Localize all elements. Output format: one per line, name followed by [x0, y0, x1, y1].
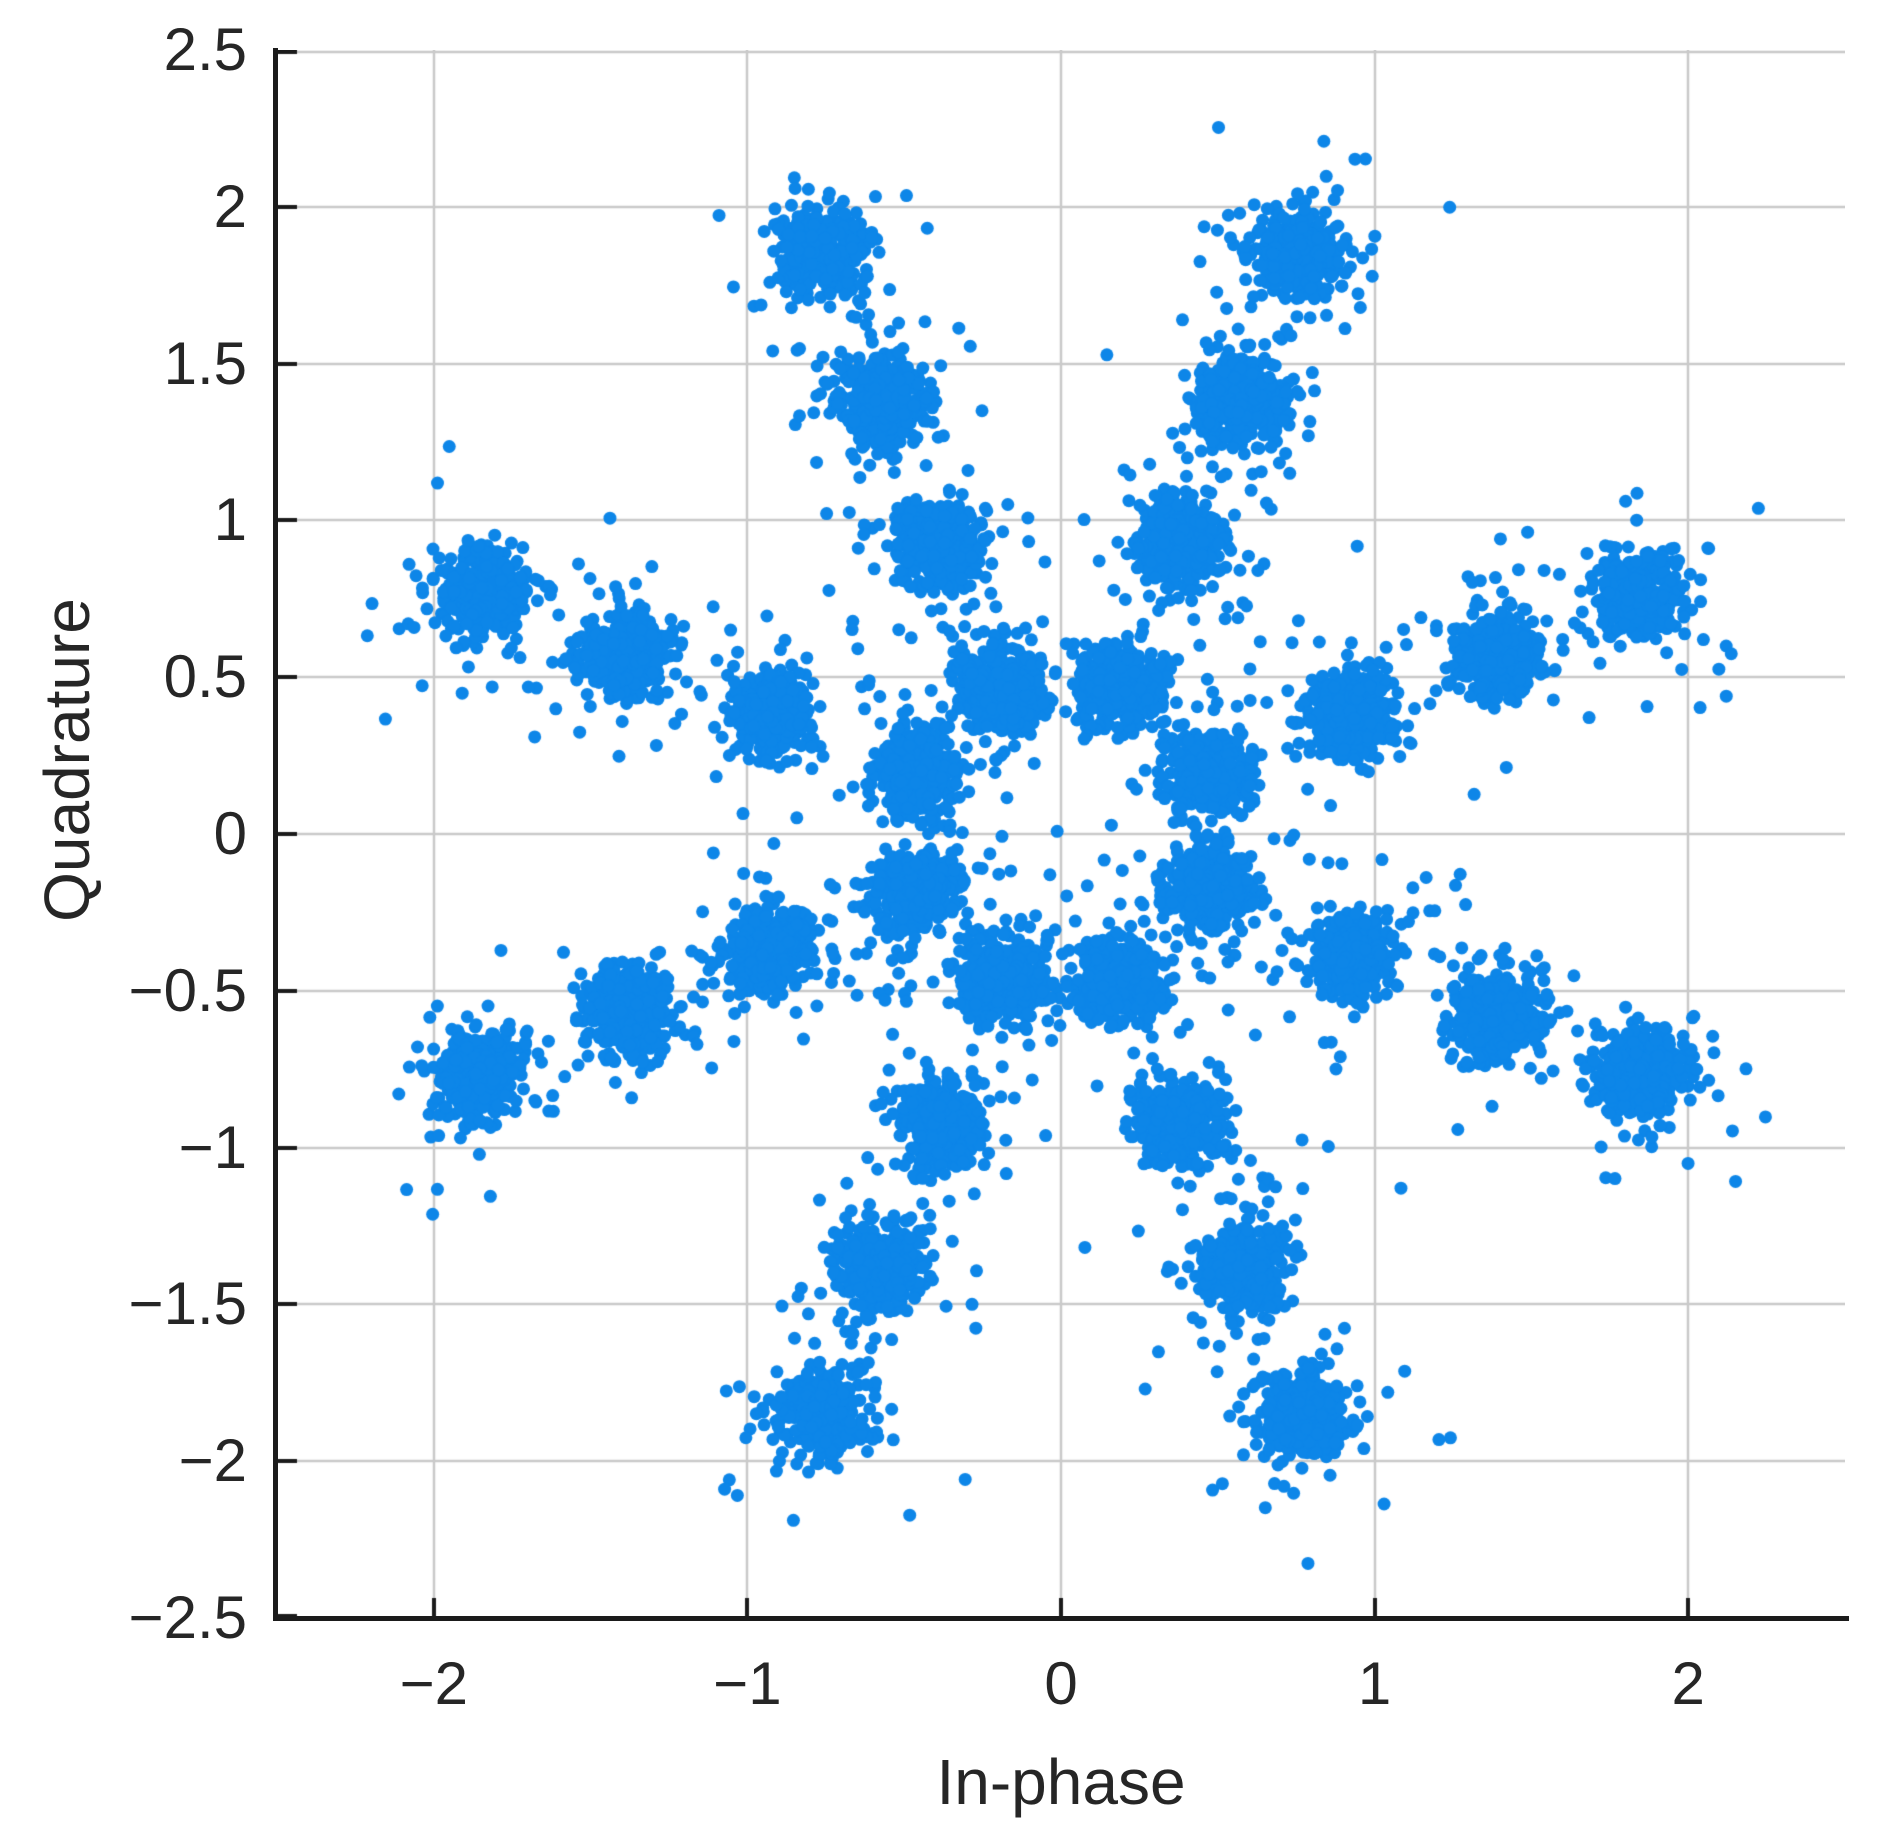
y-tick-label: 1: [213, 486, 247, 554]
y-tick-label: −1: [178, 1113, 247, 1181]
x-tick-label: −1: [713, 1650, 782, 1717]
y-tick-label: 1.5: [163, 329, 247, 397]
y-tick-label: −1.5: [128, 1270, 247, 1338]
x-tick-label: −2: [399, 1650, 469, 1717]
y-tick-label: 0: [213, 800, 247, 867]
y-tick-label: 2.5: [163, 16, 247, 83]
x-axis-line: [273, 1616, 1849, 1621]
x-axis-title: In-phase: [936, 1746, 1186, 1818]
x-tick-label: 0: [1044, 1650, 1078, 1717]
y-tick-label: −2.5: [128, 1584, 247, 1651]
y-axis-line: [273, 48, 278, 1621]
x-tick-label: 2: [1671, 1650, 1705, 1717]
y-axis-title: Quadrature: [31, 598, 103, 922]
y-tick-label: 2: [213, 172, 247, 240]
x-tick-label: 1: [1357, 1650, 1392, 1717]
y-tick-label: −0.5: [128, 956, 247, 1024]
y-tick-label: −2: [178, 1427, 247, 1495]
scatter-plot-canvas: [277, 50, 1845, 1618]
y-tick-label: 0.5: [163, 643, 247, 711]
